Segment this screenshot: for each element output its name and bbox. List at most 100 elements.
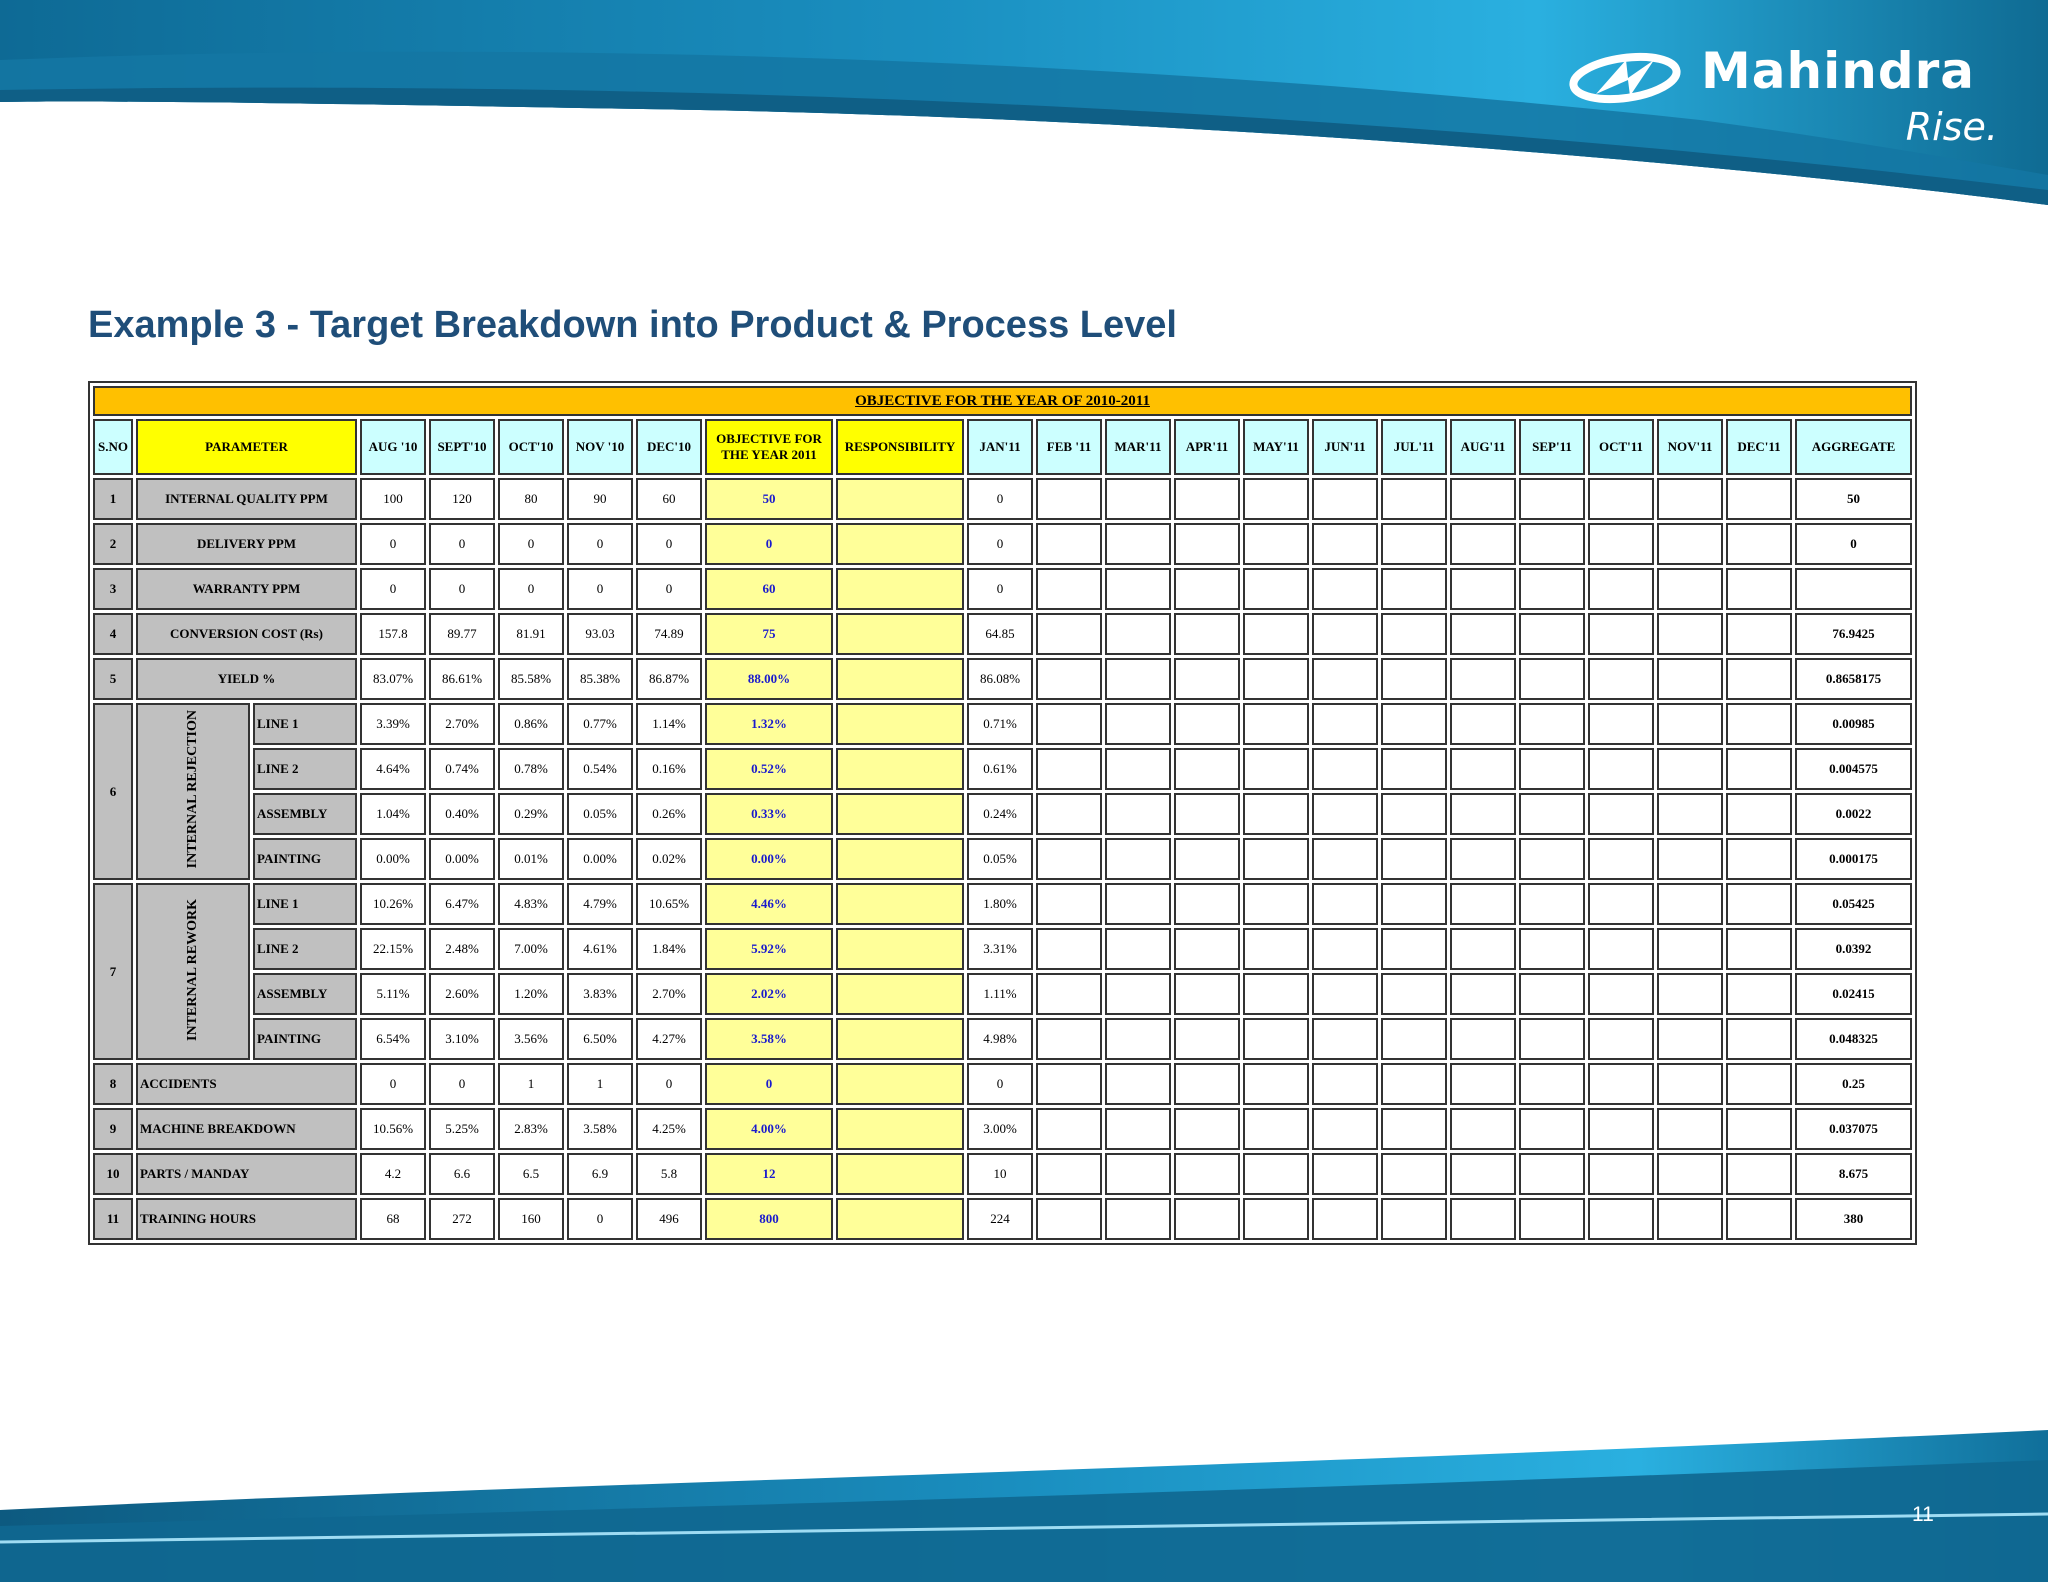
table-row: LINE 2 4.64% 0.74% 0.78% 0.54% 0.16% 0.52% 0.61… (93, 748, 1913, 790)
past-value-cell: 1.14% (636, 703, 702, 745)
past-value-cell: 4.25% (636, 1108, 702, 1150)
month-value-cell (1312, 928, 1378, 970)
parameter-cell: INTERNAL QUALITY PPM (136, 478, 357, 520)
aggregate-cell: 0.00985 (1795, 703, 1913, 745)
jan-value-cell: 64.85 (967, 613, 1033, 655)
objective-cell: 2.02% (705, 973, 833, 1015)
month-value-cell (1381, 1198, 1447, 1240)
table-row: 3 WARRANTY PPM 0 0 0 0 0 60 0 (93, 568, 1913, 610)
responsibility-cell (836, 478, 964, 520)
month-value-cell (1243, 658, 1309, 700)
header-month: FEB '11 (1036, 419, 1102, 475)
month-value-cell (1657, 928, 1723, 970)
month-value-cell (1105, 1018, 1171, 1060)
responsibility-cell (836, 1153, 964, 1195)
month-value-cell (1105, 1198, 1171, 1240)
sno-cell: 11 (93, 1198, 133, 1240)
month-value-cell (1312, 1198, 1378, 1240)
month-value-cell (1657, 703, 1723, 745)
sno-cell: 4 (93, 613, 133, 655)
past-value-cell: 22.15% (360, 928, 426, 970)
responsibility-cell (836, 1108, 964, 1150)
past-value-cell: 2.60% (429, 973, 495, 1015)
header-month: MAY'11 (1243, 419, 1309, 475)
banner-row: OBJECTIVE FOR THE YEAR OF 2010-2011 (93, 386, 1913, 416)
past-value-cell: 6.50% (567, 1018, 633, 1060)
header-month: JUL'11 (1381, 419, 1447, 475)
month-value-cell (1381, 748, 1447, 790)
header-month: AUG'11 (1450, 419, 1516, 475)
month-value-cell (1450, 793, 1516, 835)
month-value-cell (1243, 1018, 1309, 1060)
month-value-cell (1036, 748, 1102, 790)
month-value-cell (1105, 703, 1171, 745)
objective-cell: 0 (705, 523, 833, 565)
objective-cell: 75 (705, 613, 833, 655)
past-value-cell: 0.02% (636, 838, 702, 880)
month-value-cell (1519, 928, 1585, 970)
month-value-cell (1381, 478, 1447, 520)
page-number: 11 (1912, 1503, 1934, 1526)
table-row: 10 PARTS / MANDAY 4.2 6.6 6.5 6.9 5.8 12 10 8.675 (93, 1153, 1913, 1195)
objective-cell: 4.00% (705, 1108, 833, 1150)
month-value-cell (1657, 1018, 1723, 1060)
responsibility-cell (836, 703, 964, 745)
past-value-cell: 2.70% (429, 703, 495, 745)
table-row: 4 CONVERSION COST (Rs) 157.8 89.77 81.91 93.0… (93, 613, 1913, 655)
header-past-month: AUG '10 (360, 419, 426, 475)
past-value-cell: 83.07% (360, 658, 426, 700)
past-value-cell: 3.58% (567, 1108, 633, 1150)
month-value-cell (1036, 883, 1102, 925)
month-value-cell (1174, 568, 1240, 610)
month-value-cell (1519, 748, 1585, 790)
parameter-cell: CONVERSION COST (Rs) (136, 613, 357, 655)
month-value-cell (1657, 523, 1723, 565)
parameter-cell: MACHINE BREAKDOWN (136, 1108, 357, 1150)
month-value-cell (1243, 748, 1309, 790)
past-value-cell: 0.00% (429, 838, 495, 880)
jan-value-cell: 0 (967, 523, 1033, 565)
past-value-cell: 85.58% (498, 658, 564, 700)
past-value-cell: 5.11% (360, 973, 426, 1015)
month-value-cell (1243, 478, 1309, 520)
objective-cell: 0 (705, 1063, 833, 1105)
sub-parameter-cell: PAINTING (253, 838, 357, 880)
past-value-cell: 0 (360, 568, 426, 610)
aggregate-cell: 0.0022 (1795, 793, 1913, 835)
month-value-cell (1519, 658, 1585, 700)
table-row: 7 INTERNAL REWORK LINE 1 10.26% 6.47% 4.83% 4.… (93, 883, 1913, 1060)
jan-value-cell: 0.61% (967, 748, 1033, 790)
month-value-cell (1381, 658, 1447, 700)
past-value-cell: 86.87% (636, 658, 702, 700)
jan-value-cell: 224 (967, 1198, 1033, 1240)
month-value-cell (1036, 1108, 1102, 1150)
month-value-cell (1381, 973, 1447, 1015)
month-value-cell (1450, 478, 1516, 520)
month-value-cell (1174, 1018, 1240, 1060)
past-value-cell: 0.01% (498, 838, 564, 880)
header-wave (0, 0, 2048, 206)
sub-parameter-cell: ASSEMBLY (253, 973, 357, 1015)
month-value-cell (1519, 1198, 1585, 1240)
month-value-cell (1105, 478, 1171, 520)
past-value-cell: 1 (498, 1063, 564, 1105)
table-row: PAINTING 6.54% 3.10% 3.56% 6.50% 4.27% 3.58% 4.… (93, 1018, 1913, 1060)
past-value-cell: 6.5 (498, 1153, 564, 1195)
month-value-cell (1657, 478, 1723, 520)
past-value-cell: 6.6 (429, 1153, 495, 1195)
month-value-cell (1726, 523, 1792, 565)
month-value-cell (1105, 568, 1171, 610)
aggregate-cell: 0.048325 (1795, 1018, 1913, 1060)
month-value-cell (1105, 658, 1171, 700)
table-row: 1 INTERNAL QUALITY PPM 100 120 80 90 60 50 0 50 (93, 478, 1913, 520)
past-value-cell: 0.54% (567, 748, 633, 790)
month-value-cell (1381, 1108, 1447, 1150)
month-value-cell (1450, 928, 1516, 970)
month-value-cell (1519, 1108, 1585, 1150)
past-value-cell: 496 (636, 1198, 702, 1240)
month-value-cell (1174, 973, 1240, 1015)
aggregate-cell: 50 (1795, 478, 1913, 520)
responsibility-cell (836, 973, 964, 1015)
parameter-cell: PARTS / MANDAY (136, 1153, 357, 1195)
month-value-cell (1588, 1108, 1654, 1150)
